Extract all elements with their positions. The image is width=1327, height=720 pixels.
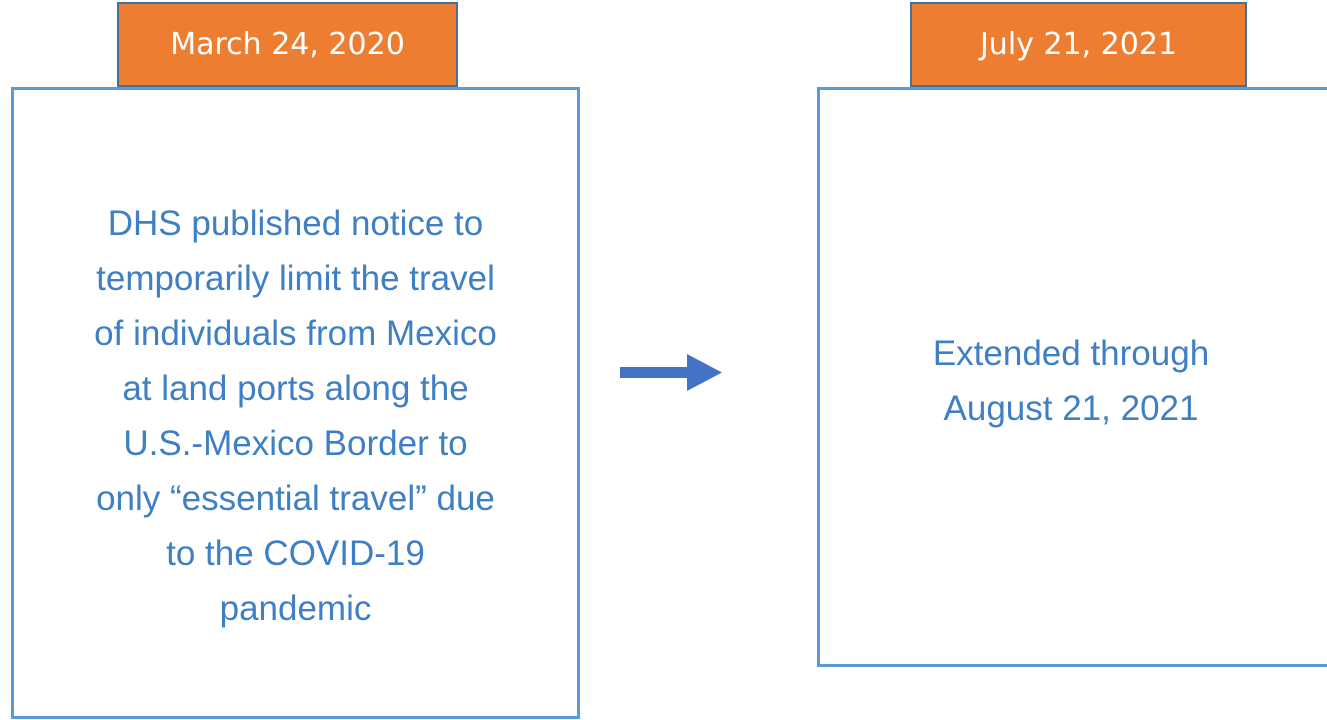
card-text: Extended through August 21, 2021 (820, 326, 1322, 436)
card-box: Extended through August 21, 2021 (817, 87, 1327, 667)
date-label: March 24, 2020 (117, 2, 458, 87)
text-line: U.S.-Mexico Border to (123, 424, 468, 463)
text-line: of individuals from Mexico (94, 314, 497, 353)
arrow-shaft (620, 367, 692, 378)
text-line: temporarily limit the travel (96, 259, 495, 298)
arrow (620, 354, 722, 391)
text-line: only “essential travel” due (96, 479, 495, 518)
date-label: July 21, 2021 (910, 2, 1247, 87)
text-line: pandemic (219, 589, 372, 628)
text-line: August 21, 2021 (943, 389, 1199, 428)
card-text: DHS published notice to temporarily limit… (14, 196, 577, 636)
text-line: DHS published notice to (107, 204, 484, 243)
card-box: DHS published notice to temporarily limit… (11, 87, 580, 719)
text-line: to the COVID-19 (166, 534, 425, 573)
arrow-head (687, 354, 722, 391)
text-line: Extended through (932, 334, 1210, 373)
text-line: at land ports along the (122, 369, 469, 408)
